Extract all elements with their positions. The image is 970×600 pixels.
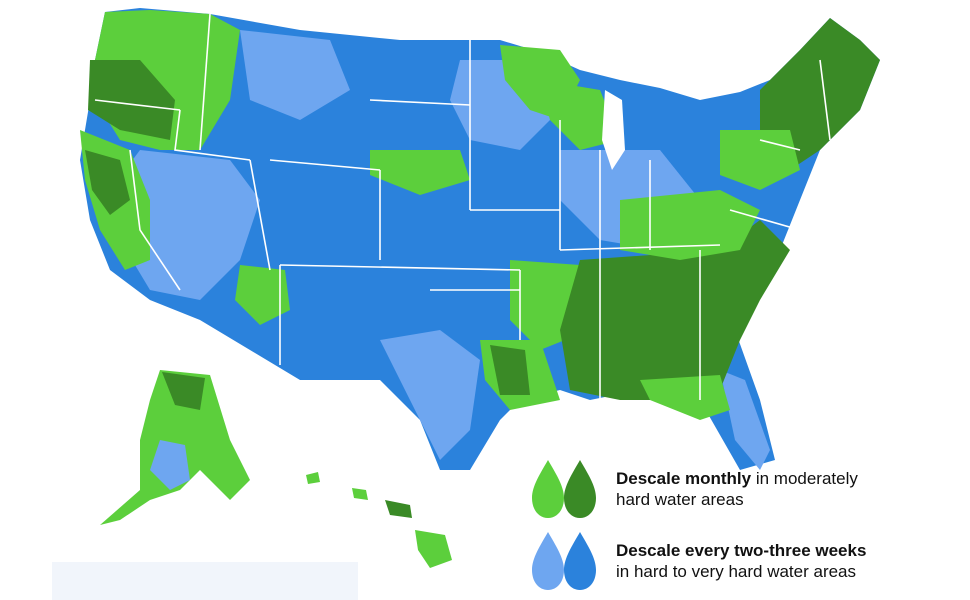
- moderate-region-arizona: [235, 265, 290, 325]
- water-drop-icon: [532, 532, 596, 590]
- legend-line-1: Descale every two-three weeks: [616, 540, 866, 561]
- water-drop-light: [532, 460, 564, 518]
- moderate-region-oregon-dark: [88, 60, 175, 140]
- alaska-blue: [150, 440, 190, 490]
- hard-light-region-northwest: [240, 30, 350, 120]
- hawaii-island-2: [352, 488, 368, 500]
- hawaii-island-4: [415, 530, 452, 568]
- legend-line-1: Descale monthly in moderately: [616, 468, 858, 489]
- legend-bold: Descale every two-three weeks: [616, 541, 867, 560]
- moderate-region-nebraska: [370, 150, 470, 195]
- legend-item-moderately-hard: Descale monthly in moderately hard water…: [528, 458, 948, 520]
- great-lake: [602, 90, 625, 170]
- hard-light-region-florida: [720, 370, 770, 470]
- legend-text-moderately-hard: Descale monthly in moderately hard water…: [616, 468, 858, 510]
- moderate-region-louisiana-dark: [490, 345, 530, 395]
- hard-light-region-texas: [380, 330, 480, 460]
- legend-bold: Descale monthly: [616, 469, 752, 488]
- water-drop-light: [532, 532, 564, 590]
- legend-item-hard-very-hard: Descale every two-three weeks in hard to…: [528, 530, 948, 592]
- legend-line-2: in hard to very hard water areas: [616, 562, 857, 581]
- moderate-region-ca-dark: [85, 150, 130, 215]
- moderate-region-wisconsin: [540, 80, 620, 150]
- hard-light-region-west: [110, 150, 260, 300]
- legend-text-hard-very-hard: Descale every two-three weeks in hard to…: [616, 540, 866, 582]
- footer-strip: [52, 562, 358, 600]
- moderate-region-appalachia: [620, 190, 760, 260]
- alaska-dark: [162, 372, 205, 410]
- state-borders: [94, 13, 831, 400]
- legend-line-2: hard water areas: [616, 490, 744, 509]
- hawaii-island-3: [385, 500, 412, 518]
- water-drop-dark: [564, 460, 596, 518]
- legend-rest: in moderately: [751, 469, 858, 488]
- water-drop-dark: [564, 532, 596, 590]
- moderate-region-southeast: [560, 220, 790, 400]
- moderate-region-florida-panhandle: [640, 375, 730, 420]
- water-drop-icon: [532, 460, 596, 518]
- hawaii-island-1: [306, 472, 320, 484]
